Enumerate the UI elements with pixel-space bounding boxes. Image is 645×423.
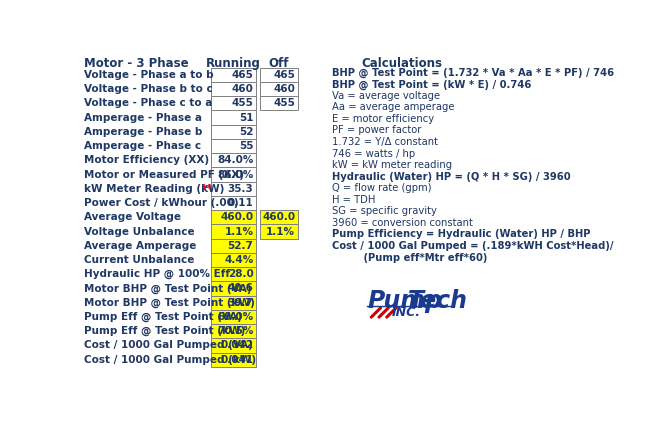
Text: 460.0: 460.0 <box>221 212 253 222</box>
Text: Aa = average amperage: Aa = average amperage <box>333 102 455 113</box>
Text: Cost / 1000 Gal Pumped = (.189*kWH Cost*Head)/: Cost / 1000 Gal Pumped = (.189*kWH Cost*… <box>333 241 614 251</box>
Bar <box>211 353 256 367</box>
Text: Q = flow rate (gpm): Q = flow rate (gpm) <box>333 183 432 193</box>
Text: Motor BHP @ Test Point (kW): Motor BHP @ Test Point (kW) <box>84 298 255 308</box>
Bar <box>211 68 256 82</box>
Text: kW Meter Reading (kW): kW Meter Reading (kW) <box>84 184 225 194</box>
Text: Average Voltage: Average Voltage <box>84 212 181 222</box>
Text: 51: 51 <box>239 113 253 123</box>
Text: Voltage - Phase b to c: Voltage - Phase b to c <box>84 84 213 94</box>
Text: 28.0: 28.0 <box>228 269 253 279</box>
Bar <box>261 210 297 224</box>
Bar <box>211 296 256 310</box>
Text: 0.042: 0.042 <box>221 341 253 351</box>
Text: Cost / 1000 Gal Pumped (VA): Cost / 1000 Gal Pumped (VA) <box>84 341 253 351</box>
Text: E = motor efficiency: E = motor efficiency <box>333 114 435 124</box>
Text: Voltage - Phase c to a: Voltage - Phase c to a <box>84 98 213 108</box>
Text: PF = power factor: PF = power factor <box>333 126 422 135</box>
Text: 39.7: 39.7 <box>228 298 253 308</box>
Text: Calculations: Calculations <box>362 57 442 70</box>
Bar <box>211 338 256 353</box>
Text: 465: 465 <box>232 70 253 80</box>
Text: Running: Running <box>206 57 261 70</box>
Text: INC.: INC. <box>392 306 421 319</box>
Text: 0.041: 0.041 <box>221 355 253 365</box>
Text: 455: 455 <box>232 98 253 108</box>
Text: Va = average voltage: Va = average voltage <box>333 91 441 101</box>
Text: 1.1%: 1.1% <box>224 227 253 236</box>
Bar <box>261 82 297 96</box>
Text: 1.732 = Y/Δ constant: 1.732 = Y/Δ constant <box>333 137 439 147</box>
Text: Amperage - Phase b: Amperage - Phase b <box>84 127 203 137</box>
Bar <box>211 324 256 338</box>
Text: H = TDH: H = TDH <box>333 195 376 205</box>
Text: 70.5%: 70.5% <box>217 326 253 336</box>
Text: Pump Eff @ Test Point (kW): Pump Eff @ Test Point (kW) <box>84 326 246 336</box>
Text: 746 = watts / hp: 746 = watts / hp <box>333 148 415 159</box>
Text: kW = kW meter reading: kW = kW meter reading <box>333 160 453 170</box>
Text: 4.4%: 4.4% <box>224 255 253 265</box>
Text: 52.7: 52.7 <box>228 241 253 251</box>
Text: 69.0%: 69.0% <box>217 312 253 322</box>
Text: Hydraulic (Water) HP = (Q * H * SG) / 3960: Hydraulic (Water) HP = (Q * H * SG) / 39… <box>333 172 571 181</box>
Bar <box>211 153 256 168</box>
Text: 0.11: 0.11 <box>228 198 253 208</box>
Text: Pump: Pump <box>368 289 442 313</box>
Text: 460: 460 <box>232 84 253 94</box>
Text: Off: Off <box>269 57 289 70</box>
Text: 3960 = conversion constant: 3960 = conversion constant <box>333 218 473 228</box>
Bar <box>211 110 256 125</box>
Text: Amperage - Phase c: Amperage - Phase c <box>84 141 202 151</box>
Text: SG = specific gravity: SG = specific gravity <box>333 206 437 216</box>
Text: 52: 52 <box>239 127 253 137</box>
Text: Average Amperage: Average Amperage <box>84 241 197 251</box>
Text: 55: 55 <box>239 141 253 151</box>
Bar <box>261 96 297 110</box>
Text: Cost / 1000 Gal Pumped (kW): Cost / 1000 Gal Pumped (kW) <box>84 355 257 365</box>
Text: Motor Efficiency (XX): Motor Efficiency (XX) <box>84 155 210 165</box>
Text: 460: 460 <box>273 84 295 94</box>
Text: Tech: Tech <box>408 289 468 313</box>
Text: 460.0: 460.0 <box>262 212 295 222</box>
Text: Pump Eff @ Test Point (VA): Pump Eff @ Test Point (VA) <box>84 312 243 322</box>
Bar <box>211 267 256 281</box>
Text: 1.1%: 1.1% <box>266 227 295 236</box>
Bar <box>211 210 256 224</box>
Text: BHP @ Test Point = (1.732 * Va * Aa * E * PF) / 746: BHP @ Test Point = (1.732 * Va * Aa * E … <box>333 68 615 78</box>
Text: Amperage - Phase a: Amperage - Phase a <box>84 113 203 123</box>
Text: Hydraulic HP @ 100% Eff: Hydraulic HP @ 100% Eff <box>84 269 230 279</box>
Text: 84.0%: 84.0% <box>217 155 253 165</box>
Bar <box>211 224 256 239</box>
Text: Voltage - Phase a to b: Voltage - Phase a to b <box>84 70 214 80</box>
Text: 35.3: 35.3 <box>228 184 253 194</box>
Text: (Pump eff*Mtr eff*60): (Pump eff*Mtr eff*60) <box>333 253 488 263</box>
Bar <box>211 125 256 139</box>
Bar <box>211 181 256 196</box>
Text: Current Unbalance: Current Unbalance <box>84 255 195 265</box>
Text: Motor - 3 Phase: Motor - 3 Phase <box>84 57 189 70</box>
Text: BHP @ Test Point = (kW * E) / 0.746: BHP @ Test Point = (kW * E) / 0.746 <box>333 79 532 90</box>
Bar <box>211 139 256 153</box>
Bar <box>211 168 256 181</box>
Text: Motor BHP @ Test Point (VA): Motor BHP @ Test Point (VA) <box>84 283 252 294</box>
Text: Voltage Unbalance: Voltage Unbalance <box>84 227 195 236</box>
Bar <box>211 239 256 253</box>
Text: Motor or Measured PF (XX): Motor or Measured PF (XX) <box>84 170 244 179</box>
Text: 455: 455 <box>273 98 295 108</box>
Text: **: ** <box>201 184 212 194</box>
Bar <box>261 224 297 239</box>
Bar <box>261 68 297 82</box>
Bar <box>211 196 256 210</box>
Text: Power Cost / kWhour (.00): Power Cost / kWhour (.00) <box>84 198 239 208</box>
Bar <box>211 281 256 296</box>
Bar <box>211 253 256 267</box>
Bar <box>211 82 256 96</box>
Bar <box>211 310 256 324</box>
Text: Pump Efficiency = Hydraulic (Water) HP / BHP: Pump Efficiency = Hydraulic (Water) HP /… <box>333 229 591 239</box>
Text: 40.6: 40.6 <box>228 283 253 294</box>
Text: 86.0%: 86.0% <box>217 170 253 179</box>
Text: 465: 465 <box>273 70 295 80</box>
Bar <box>211 96 256 110</box>
